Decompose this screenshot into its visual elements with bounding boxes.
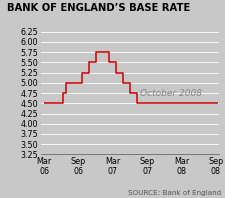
Text: SOURCE: Bank of England: SOURCE: Bank of England [128, 190, 220, 196]
Text: October 2008: October 2008 [140, 89, 201, 98]
Text: BANK OF ENGLAND’S BASE RATE: BANK OF ENGLAND’S BASE RATE [7, 3, 189, 13]
